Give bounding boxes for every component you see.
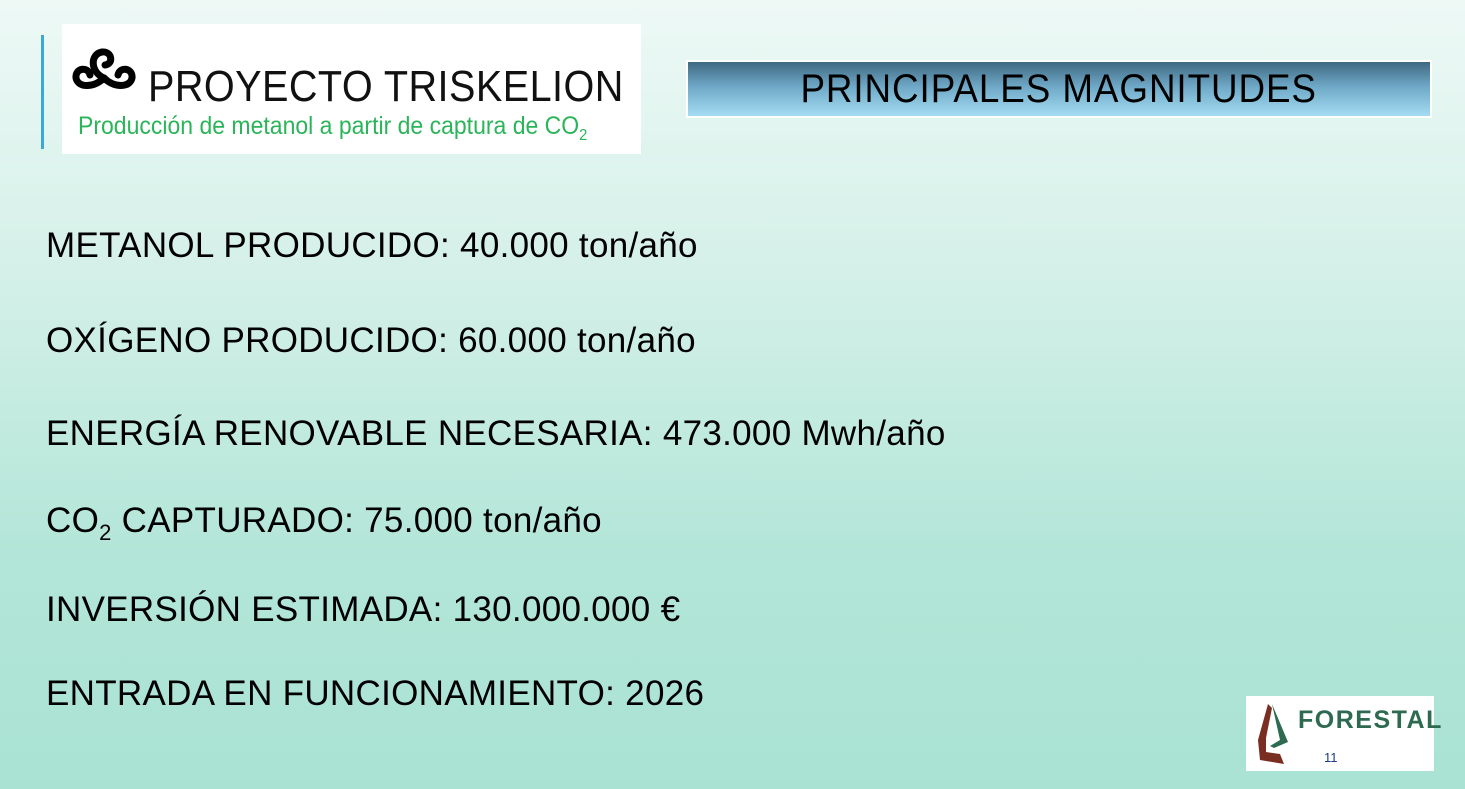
forestal-tree-icon (1258, 704, 1288, 764)
logo-subtitle-subscript: 2 (579, 127, 588, 144)
triskelion-icon (72, 48, 136, 89)
co2-value: CAPTURADO: 75.000 ton/año (111, 501, 602, 540)
logo-title: PROYECTO TRISKELION (148, 62, 624, 111)
forestal-wordmark: FORESTAL (1298, 706, 1443, 734)
metric-co2-captured: CO2 CAPTURADO: 75.000 ton/año (46, 501, 602, 546)
accent-line (41, 35, 44, 149)
co2-label: CO (46, 501, 100, 540)
slide-title-box: PRINCIPALES MAGNITUDES (686, 60, 1432, 118)
metric-renewable-energy: ENERGÍA RENOVABLE NECESARIA: 473.000 Mwh… (46, 414, 946, 453)
metric-investment: INVERSIÓN ESTIMADA: 130.000.000 € (46, 590, 681, 629)
page-number: 11 (1324, 750, 1338, 765)
logo-subtitle-text: Producción de metanol a partir de captur… (78, 112, 580, 140)
logo-subtitle: Producción de metanol a partir de captur… (78, 112, 587, 145)
metric-oxygen: OXÍGENO PRODUCIDO: 60.000 ton/año (46, 321, 696, 360)
metric-start-date: ENTRADA EN FUNCIONAMIENTO: 2026 (46, 674, 705, 713)
metric-methanol: METANOL PRODUCIDO: 40.000 ton/año (46, 226, 698, 265)
slide-title: PRINCIPALES MAGNITUDES (800, 66, 1318, 111)
forestal-logo: FORESTAL 11 (1246, 696, 1441, 771)
triskelion-logo: PROYECTO TRISKELION Producción de metano… (62, 24, 641, 154)
co2-subscript: 2 (99, 520, 112, 545)
